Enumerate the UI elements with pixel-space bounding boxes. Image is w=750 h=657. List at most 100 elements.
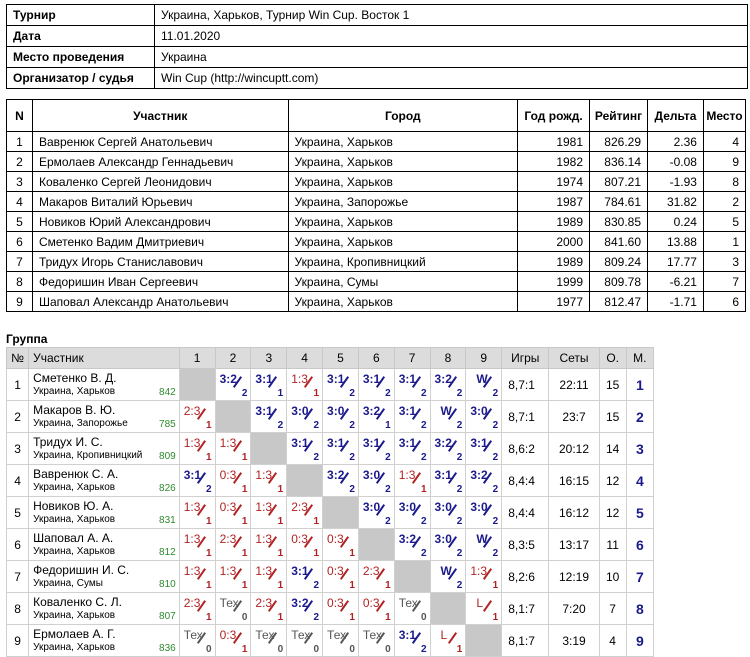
match-score: 2:3: [219, 532, 237, 546]
group-header: Сеты: [548, 347, 600, 369]
games-stat: 8,4:4: [501, 464, 550, 497]
group-row-number: 7: [5, 560, 30, 593]
participant-cell: -1.93: [647, 171, 704, 192]
participant-cell: 4: [6, 191, 33, 212]
group-header: 9: [465, 347, 503, 369]
group-player: Тридух И. С. Украина, Кропивницкий 809: [28, 432, 180, 465]
match-points: 2: [492, 452, 499, 463]
match-score: 3:1: [327, 372, 345, 386]
info-value: Украина: [154, 46, 748, 68]
match-points: 2: [420, 388, 427, 399]
match-points: 2: [313, 580, 320, 591]
participant-cell: Тридух Игорь Станиславович: [31, 251, 289, 272]
diagonal-cell: [286, 464, 324, 497]
points-stat: 12: [598, 496, 627, 529]
match-result: 3:0 2: [465, 496, 503, 529]
match-result: 0:3 1: [214, 464, 252, 497]
match-points: 1: [420, 484, 427, 495]
player-rating: 785: [159, 419, 176, 430]
match-score: 3:0: [434, 500, 452, 514]
points-stat: 10: [598, 560, 627, 593]
match-result: 3:1 2: [286, 560, 324, 593]
participant-cell: 6: [6, 231, 33, 252]
match-result: Тех 0: [357, 624, 395, 657]
match-points: 1: [241, 548, 248, 559]
match-result: 2:3 1: [178, 592, 216, 625]
tournament-info-table: Турнир Украина, Харьков, Турнир Win Cup. …: [6, 4, 748, 89]
participant-cell: -1.71: [647, 291, 704, 312]
match-score: Тех: [183, 628, 203, 642]
player-city: Украина, Харьков: [33, 386, 116, 397]
match-result: Тех 0: [178, 624, 216, 657]
match-score: 3:1: [398, 372, 417, 386]
participant-cell: 3: [702, 251, 747, 272]
match-score: 3:1: [183, 468, 202, 482]
match-result: 3:1 2: [465, 432, 503, 465]
match-points: 2: [492, 484, 499, 495]
participant-cell: 9: [6, 291, 33, 312]
match-score: 1:3: [219, 564, 237, 578]
match-result: Тех 0: [322, 624, 359, 657]
match-result: 3:1 2: [178, 464, 216, 497]
match-score: 0:3: [327, 532, 344, 546]
info-value: Win Cup (http://wincuptt.com): [154, 67, 748, 89]
group-header: 2: [214, 347, 252, 369]
match-points: 1: [277, 548, 284, 559]
match-score: 1:3: [255, 500, 273, 514]
match-points: 1: [313, 388, 320, 399]
sets-stat: 22:11: [548, 368, 600, 401]
match-points: 1: [385, 580, 391, 591]
diagonal-cell: [465, 624, 503, 657]
participant-cell: -0.08: [647, 151, 704, 172]
participant-cell: 1987: [517, 191, 591, 212]
match-score: 1:3: [255, 468, 273, 482]
group-row: 5 Новиков Ю. А. Украина, Харьков 831 1:3 1 0:3…: [5, 496, 655, 529]
group-header: М.: [625, 347, 655, 369]
match-points: 1: [206, 452, 212, 463]
match-score: 1:3: [398, 468, 416, 482]
participant-cell: 0.24: [647, 211, 704, 232]
participant-cell: Украина, Харьков: [287, 131, 519, 152]
player-rating: 812: [159, 547, 176, 558]
participant-cell: Украина, Харьков: [287, 291, 519, 312]
player-rating: 842: [159, 387, 176, 398]
match-result: 1:3 1: [465, 560, 503, 593]
player-city: Украина, Харьков: [33, 482, 116, 493]
match-score: 3:1: [470, 436, 488, 450]
match-result: 1:3 1: [178, 496, 216, 529]
group-player: Вавренюк С. А. Украина, Харьков 826: [28, 464, 180, 497]
match-result: 3:1 2: [393, 368, 431, 401]
match-score: 2:3: [291, 500, 308, 514]
match-result: 3:1 2: [322, 432, 359, 465]
result-slash: [447, 632, 457, 644]
participant-cell: 1974: [517, 171, 591, 192]
participant-cell: 807.21: [589, 171, 648, 192]
match-result: 3:2 2: [322, 464, 359, 497]
match-result: 2:3 1: [178, 400, 216, 433]
match-points: 1: [241, 484, 248, 495]
match-points: 1: [349, 612, 355, 623]
match-result: 1:3 1: [286, 368, 324, 401]
participant-cell: 4: [702, 131, 747, 152]
participant-cell: 5: [6, 211, 33, 232]
sets-stat: 20:12: [548, 432, 600, 465]
group-row: 4 Вавренюк С. А. Украина, Харьков 826 3:1 2 0:…: [5, 464, 655, 497]
participant-row: 2 Ермолаев Александр Геннадьевич Украина, …: [6, 151, 747, 172]
match-points: 1: [385, 420, 391, 431]
participants-table: N Участник Город Год рожд. Рейтинг Дельта Мест…: [6, 99, 747, 312]
match-result: 1:3 1: [250, 560, 288, 593]
player-name: Коваленко С. Л.: [33, 595, 122, 609]
match-score: 3:1: [291, 436, 309, 450]
info-key: Турнир: [6, 4, 155, 26]
match-result: 3:0 2: [357, 496, 395, 529]
match-score: 3:2: [434, 436, 452, 450]
group-results-table: № Участник 1 2 3 4 5 6 7 8 9 Игры Сеты О. М. 1 Сметенко…: [5, 347, 655, 657]
group-header: Игры: [501, 347, 550, 369]
group-row-number: 2: [5, 400, 30, 433]
group-header: 8: [429, 347, 467, 369]
match-points: 2: [313, 420, 320, 431]
match-score: W: [440, 404, 452, 418]
match-result: 3:1 2: [393, 400, 431, 433]
match-result: 3:1 2: [322, 368, 359, 401]
match-score: 1:3: [183, 564, 201, 578]
